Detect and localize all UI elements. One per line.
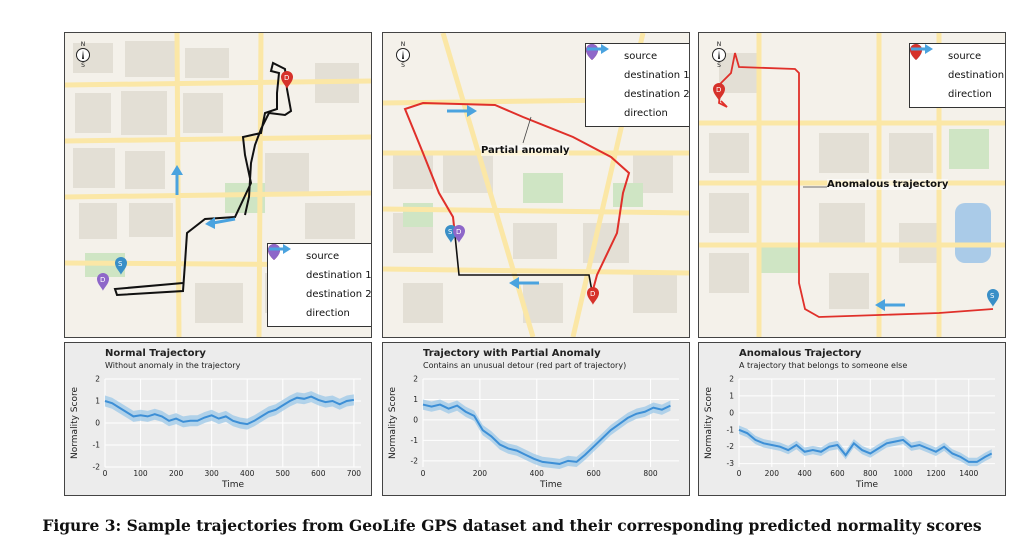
chart-panel-anomalous: Anomalous Trajectory A trajectory that be…: [698, 342, 1006, 496]
x-axis-label: Time: [539, 480, 562, 490]
x-tick-label: 100: [133, 469, 148, 478]
annotation-anomalous-trajectory: Anomalous trajectory: [827, 179, 949, 190]
y-tick-label: 2: [729, 375, 734, 384]
x-axis-label: Time: [221, 480, 244, 490]
x-tick-label: 800: [863, 469, 878, 478]
y-tick-label: -3: [727, 459, 735, 468]
y-axis-label: Normality Score: [388, 387, 398, 459]
x-tick-label: 400: [530, 469, 545, 478]
normality-score-line: [104, 395, 355, 426]
chart-title: Trajectory with Partial Anomaly: [423, 348, 601, 359]
chart-title: Normal Trajectory: [105, 348, 206, 359]
x-tick-label: 700: [347, 469, 362, 478]
chart-panel-partial-anomaly: Trajectory with Partial Anomaly Contains …: [382, 342, 690, 496]
legend-item-destination-2: destination 2: [268, 244, 371, 304]
normality-score-line: [422, 403, 671, 465]
chart-title: Anomalous Trajectory: [739, 348, 862, 359]
trajectory-path: [113, 61, 293, 297]
map-background: [65, 33, 371, 337]
annotation-partial-anomaly: Partial anomaly: [481, 145, 570, 156]
x-tick-label: 0: [421, 469, 426, 478]
legend-item-destination-1: destination 1: [268, 244, 371, 285]
score-band: [739, 425, 992, 467]
y-axis-label: Normality Score: [70, 387, 80, 459]
y-tick-label: 2: [95, 375, 100, 384]
x-tick-label: 1200: [926, 469, 945, 478]
trajectory-path-normal: [454, 234, 594, 298]
y-tick-label: 0: [413, 415, 418, 424]
x-axis-label: Time: [855, 480, 878, 490]
x-tick-label: 600: [587, 469, 602, 478]
chart-subtitle: Contains an unusual detour (red part of …: [423, 361, 626, 370]
y-tick-label: -1: [93, 441, 101, 450]
chart-subtitle: Without anomaly in the trajectory: [105, 361, 241, 370]
normality-chart-partial-anomaly: Trajectory with Partial Anomaly Contains …: [388, 348, 679, 490]
y-tick-label: 1: [413, 395, 418, 404]
legend-item-direction: direction: [269, 244, 371, 323]
y-tick-label: -1: [411, 436, 419, 445]
x-tick-label: 800: [643, 469, 658, 478]
x-tick-label: 200: [473, 469, 488, 478]
y-tick-label: -2: [411, 456, 419, 465]
normality-chart-normal: Normal Trajectory Without anomaly in the …: [70, 348, 362, 490]
map-background: [383, 33, 689, 337]
y-tick-label: 1: [95, 397, 100, 406]
legend-item-destination-1: destination 1: [586, 44, 689, 85]
x-tick-label: 300: [205, 469, 220, 478]
y-tick-label: -1: [727, 425, 735, 434]
x-tick-label: 0: [737, 469, 742, 478]
map-legend: source destination direction: [909, 43, 1005, 108]
x-tick-label: 1400: [959, 469, 978, 478]
x-tick-label: 400: [240, 469, 255, 478]
map-legend: source destination 1 destination 2 direc…: [585, 43, 689, 127]
x-tick-label: 600: [830, 469, 845, 478]
x-tick-label: 200: [169, 469, 184, 478]
score-band: [423, 399, 671, 470]
y-tick-label: 0: [729, 408, 734, 417]
y-axis-label: Normality Score: [704, 387, 714, 459]
x-tick-label: 0: [103, 469, 108, 478]
legend-item-direction: direction: [911, 44, 1004, 104]
figure-caption: Figure 3: Sample trajectories from GeoLi…: [42, 516, 982, 535]
x-tick-label: 200: [765, 469, 780, 478]
chart-panel-normal: Normal Trajectory Without anomaly in the …: [64, 342, 372, 496]
map-legend: source destination 1 destination 2 direc…: [267, 243, 371, 327]
legend-item-destination-2: destination 2: [586, 44, 689, 104]
x-tick-label: 500: [276, 469, 291, 478]
legend-item-destination: destination: [910, 44, 1004, 85]
chart-subtitle: A trajectory that belongs to someone els…: [739, 361, 907, 370]
score-band: [105, 391, 354, 430]
y-tick-label: -2: [727, 442, 735, 451]
y-tick-label: 1: [729, 391, 734, 400]
y-tick-label: -2: [93, 463, 101, 472]
normality-score-line: [738, 428, 993, 463]
normality-chart-anomalous: Anomalous Trajectory A trajectory that be…: [704, 348, 995, 490]
x-tick-label: 600: [311, 469, 326, 478]
x-tick-label: 1000: [894, 469, 913, 478]
legend-item-direction: direction: [587, 44, 689, 123]
y-tick-label: 0: [95, 419, 100, 428]
x-tick-label: 400: [797, 469, 812, 478]
y-tick-label: 2: [413, 375, 418, 384]
